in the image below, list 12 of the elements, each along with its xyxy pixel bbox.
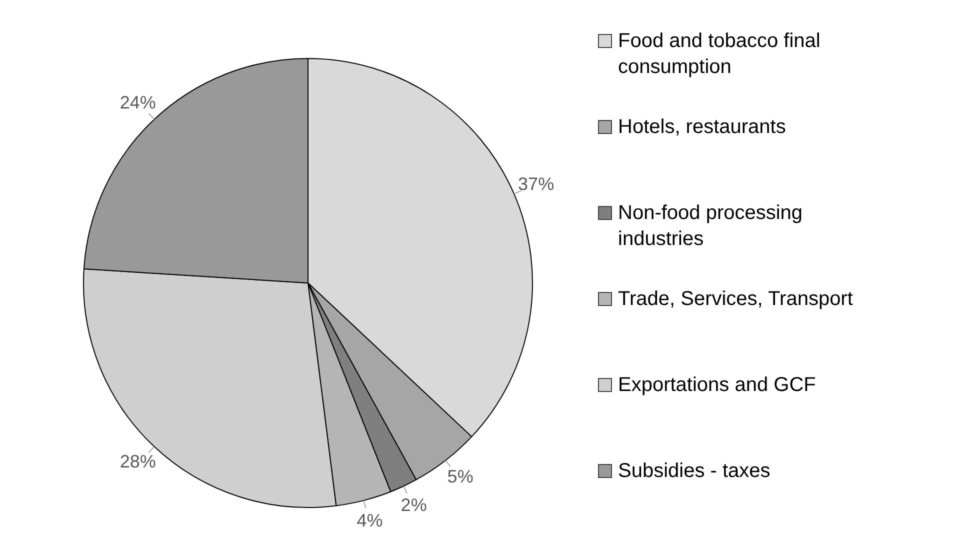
data-label: 4% bbox=[356, 510, 383, 531]
data-label: 2% bbox=[400, 495, 427, 516]
legend-label: Subsidies - taxes bbox=[618, 459, 772, 484]
legend-label: Hotels, restaurants bbox=[618, 115, 787, 140]
legend-label: Trade, Services, Transport bbox=[618, 287, 854, 312]
data-label: 37% bbox=[518, 174, 554, 194]
data-label: 5% bbox=[447, 466, 474, 487]
legend-label: Exportations and GCF bbox=[618, 373, 817, 398]
legend-label: Food and tobacco final consumption bbox=[618, 29, 822, 80]
data-label: 24% bbox=[120, 92, 156, 112]
legend-label: Non-food processing industries bbox=[618, 201, 804, 252]
data-label: 28% bbox=[120, 452, 156, 472]
